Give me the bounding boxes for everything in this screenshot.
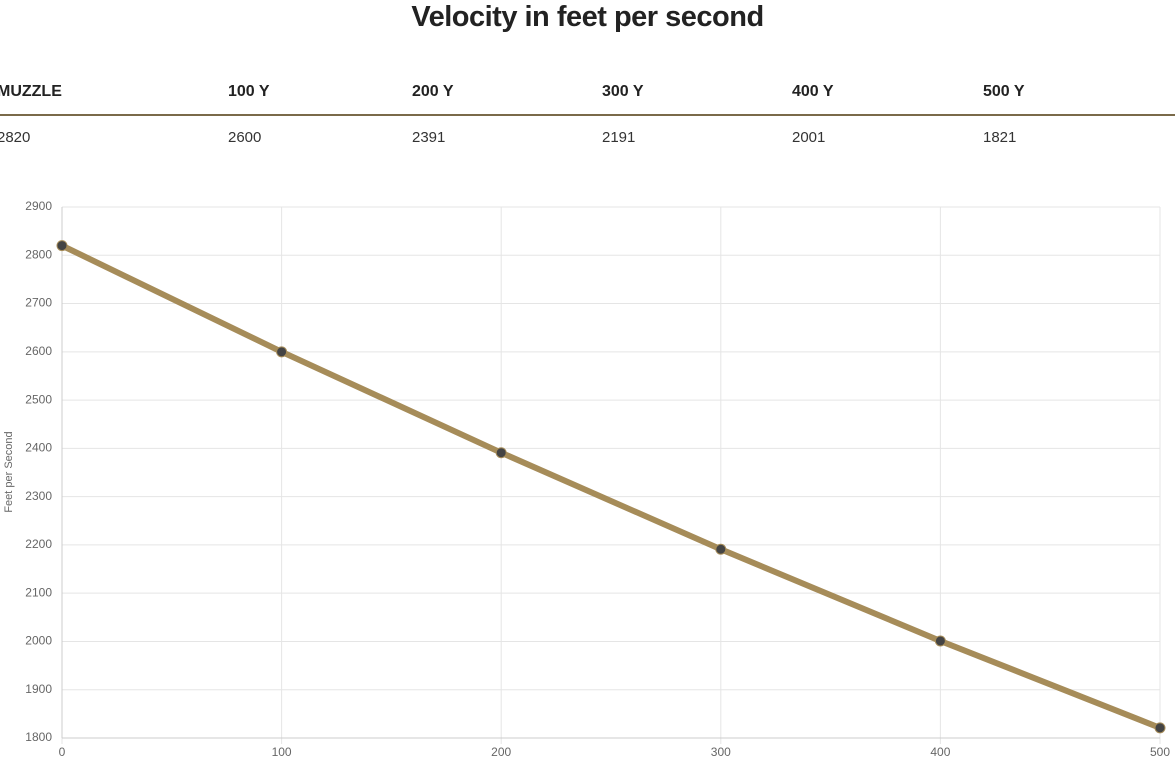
data-point	[56, 240, 68, 252]
x-tick-label: 300	[711, 745, 731, 759]
table-cell: 2391	[412, 129, 446, 146]
table-cell: 2001	[792, 129, 826, 146]
y-tick-label: 2300	[25, 489, 52, 503]
page-title: Velocity in feet per second	[411, 1, 764, 33]
y-tick-label: 2400	[25, 441, 52, 455]
table-rule	[0, 114, 1175, 116]
table-cell: 2820	[0, 129, 31, 146]
data-point	[934, 635, 946, 647]
x-tick-label: 200	[491, 745, 511, 759]
table-cell: 1821	[983, 129, 1017, 146]
data-point	[276, 346, 288, 358]
y-axis-label: Feet per Second	[3, 431, 15, 512]
table-header: 200 Y	[412, 83, 454, 100]
x-tick-label: 100	[272, 745, 292, 759]
y-tick-label: 2100	[25, 585, 52, 599]
x-tick-label: 400	[930, 745, 950, 759]
y-tick-label: 2700	[25, 296, 52, 310]
y-tick-label: 2600	[25, 344, 52, 358]
y-tick-label: 1900	[25, 682, 52, 696]
table-header: MUZZLE	[0, 83, 62, 100]
x-tick-label: 500	[1150, 745, 1170, 759]
table-header: 100 Y	[228, 83, 270, 100]
table-cell: 2191	[602, 129, 636, 146]
series-line	[60, 242, 1162, 731]
table-header: 300 Y	[602, 83, 644, 100]
data-point	[495, 447, 507, 459]
y-tick-label: 2800	[25, 247, 52, 261]
y-tick-label: 2200	[25, 537, 52, 551]
data-point	[715, 543, 727, 555]
x-tick-label: 0	[59, 745, 66, 759]
y-tick-label: 2500	[25, 392, 52, 406]
y-tick-label: 1800	[25, 730, 52, 744]
y-tick-label: 2900	[25, 199, 52, 213]
y-tick-label: 2000	[25, 634, 52, 648]
table-header: 400 Y	[792, 83, 834, 100]
table-cell: 2600	[228, 129, 262, 146]
data-point	[1154, 722, 1166, 734]
table-header: 500 Y	[983, 83, 1025, 100]
